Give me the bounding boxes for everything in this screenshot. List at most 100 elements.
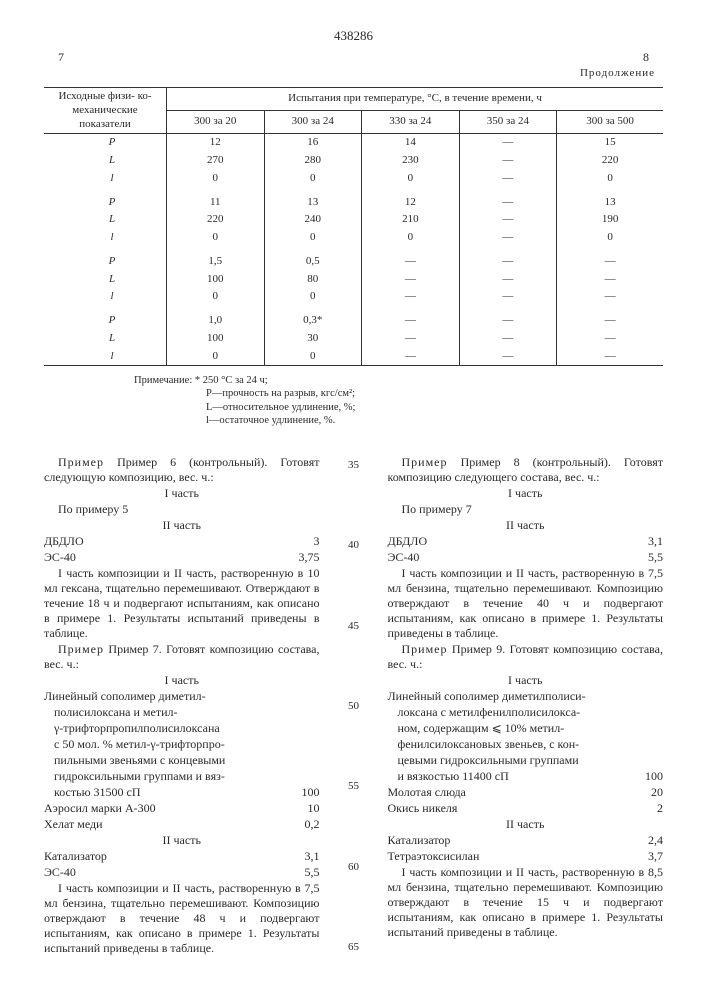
cell: —	[362, 330, 460, 348]
cat7: Катализатор	[44, 849, 107, 864]
cell: 100	[167, 330, 265, 348]
cat7-v: 3,1	[304, 849, 319, 864]
note-l2: l—остаточное удлинение, %.	[206, 414, 663, 427]
es40: ЭС-40	[44, 550, 76, 565]
ex7-part1: I часть	[44, 673, 319, 688]
cell: 12	[362, 188, 460, 212]
cell: 11	[167, 188, 265, 212]
nio-v: 2	[657, 801, 663, 816]
dbdlo-v: 3	[313, 534, 319, 549]
cell: —	[459, 306, 557, 330]
th-c3: 350 за 24	[459, 111, 557, 134]
cell: 0,3*	[264, 306, 362, 330]
ex7-l6: гидроксильными группами и вяз-	[44, 769, 319, 784]
cell: 13	[557, 188, 663, 212]
ex7-l3: γ-трифторпропилполисилоксана	[44, 721, 319, 736]
cell: 0	[264, 229, 362, 247]
ex6-body: I часть композиции и II часть, растворен…	[44, 566, 319, 641]
ex9-l3: ном, содержащим ⩽ 10% метил-	[388, 721, 663, 736]
cell: 230	[362, 152, 460, 170]
ln-45: 45	[345, 620, 361, 634]
row-label: L	[44, 152, 167, 170]
es408: ЭС-40	[388, 550, 420, 565]
ex9-l6: и вязкостью 11400 сП	[388, 769, 509, 784]
row-label: L	[44, 271, 167, 289]
row-label: P	[44, 188, 167, 212]
ex7-l4: с 50 мол. % метил-γ-трифторпро-	[44, 737, 319, 752]
th-c2: 330 за 24	[362, 111, 460, 134]
table-row: L220240210—190	[44, 211, 663, 229]
left-column: Пример Пример 6 (контрольный). Готовят с…	[44, 455, 319, 957]
cell: 0	[264, 288, 362, 306]
chelat: Хелат меди	[44, 817, 103, 832]
cell: —	[459, 211, 557, 229]
cell: —	[362, 247, 460, 271]
cell: —	[557, 330, 663, 348]
doc-number: 438286	[44, 28, 663, 44]
cell: —	[459, 247, 557, 271]
cell: 16	[264, 134, 362, 152]
ex9-label: Пример	[402, 642, 448, 656]
cell: 0	[264, 170, 362, 188]
cell: —	[459, 134, 557, 152]
ex7-part2: II часть	[44, 833, 319, 848]
cell: 280	[264, 152, 362, 170]
ex6-part2: II часть	[44, 518, 319, 533]
ex7-body: I часть композиции и II часть, растворен…	[44, 881, 319, 956]
aerosil-v: 10	[307, 801, 319, 816]
cell: —	[557, 288, 663, 306]
ex7-l7: костью 31500 сП	[44, 785, 141, 800]
row-label: P	[44, 247, 167, 271]
ex9-l2: локсана с метилфенилполисилокса-	[388, 705, 663, 720]
cell: 0	[167, 348, 265, 366]
th-span: Испытания при температуре, °C, в течение…	[167, 88, 664, 111]
ex6-part1: I часть	[44, 486, 319, 501]
ex6-by5: По примеру 5	[44, 502, 319, 517]
cell: 1,5	[167, 247, 265, 271]
cell: —	[459, 348, 557, 366]
dbdlo: ДБДЛО	[44, 534, 84, 549]
cell: 0	[557, 170, 663, 188]
cell: —	[459, 229, 557, 247]
table-note: Примечание: * 250 °C за 24 ч; P—прочност…	[134, 374, 663, 427]
ex9-l5: цевыми гидроксильными группами	[388, 753, 663, 768]
th-c4: 300 за 500	[557, 111, 663, 134]
nio: Окись никеля	[388, 801, 458, 816]
ex7-v1: 100	[301, 785, 319, 800]
cell: 270	[167, 152, 265, 170]
table-row: l000—0	[44, 170, 663, 188]
cell: 0	[557, 229, 663, 247]
cell: 12	[167, 134, 265, 152]
ex9-l1: Линейный сополимер диметилполиси-	[388, 689, 663, 704]
table-row: P111312—13	[44, 188, 663, 212]
table-row: L10080———	[44, 271, 663, 289]
ex9-part2: II часть	[388, 817, 663, 832]
cell: 80	[264, 271, 362, 289]
cell: 0	[264, 348, 362, 366]
note-l1: L—относительное удлинение, %;	[206, 401, 663, 414]
ln-65: 65	[345, 941, 361, 955]
cell: —	[362, 288, 460, 306]
th-c1: 300 за 24	[264, 111, 362, 134]
row-label: l	[44, 170, 167, 188]
chelat-v: 0,2	[304, 817, 319, 832]
cell: 0	[167, 229, 265, 247]
cell: —	[362, 271, 460, 289]
right-column: Пример Пример 8 (контрольный). Готовят к…	[388, 455, 663, 957]
es40-v: 3,75	[298, 550, 319, 565]
table-row: P121614—15	[44, 134, 663, 152]
cell: 190	[557, 211, 663, 229]
table-row: L10030———	[44, 330, 663, 348]
cell: 30	[264, 330, 362, 348]
mica-v: 20	[651, 785, 663, 800]
row-label: l	[44, 288, 167, 306]
ex7-label: Пример	[58, 642, 104, 656]
cell: 0	[167, 170, 265, 188]
table-row: l00———	[44, 348, 663, 366]
note-star: Примечание: * 250 °C за 24 ч;	[134, 374, 663, 387]
teos-v: 3,7	[648, 849, 663, 864]
results-table: Исходные физи- ко-механические показател…	[44, 87, 663, 366]
ex8-by7: По примеру 7	[388, 502, 663, 517]
teos: Тетраэтоксисилан	[388, 849, 480, 864]
row-label: l	[44, 348, 167, 366]
